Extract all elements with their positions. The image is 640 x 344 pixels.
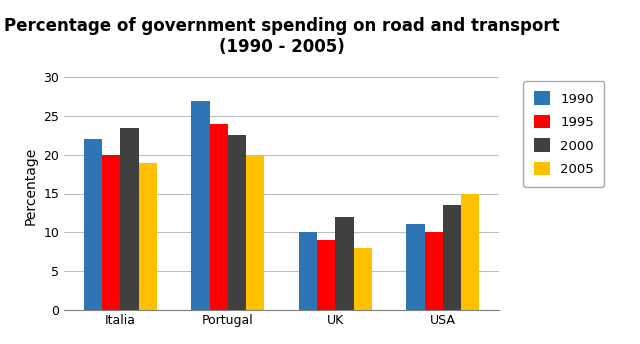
Bar <box>299 232 317 310</box>
Bar <box>317 240 335 310</box>
Bar <box>84 139 102 310</box>
Bar <box>228 136 246 310</box>
Text: Percentage of government spending on road and transport
(1990 - 2005): Percentage of government spending on roa… <box>4 17 559 56</box>
Bar <box>335 217 354 310</box>
Legend: 1990, 1995, 2000, 2005: 1990, 1995, 2000, 2005 <box>524 81 604 186</box>
Bar <box>191 100 209 310</box>
Bar <box>443 205 461 310</box>
Bar <box>406 225 424 310</box>
Bar <box>120 128 139 310</box>
Bar <box>354 248 372 310</box>
Bar <box>424 232 443 310</box>
Bar <box>246 155 264 310</box>
Bar <box>209 124 228 310</box>
Y-axis label: Percentage: Percentage <box>24 147 38 225</box>
Bar <box>139 163 157 310</box>
Bar <box>461 193 479 310</box>
Bar <box>102 155 120 310</box>
